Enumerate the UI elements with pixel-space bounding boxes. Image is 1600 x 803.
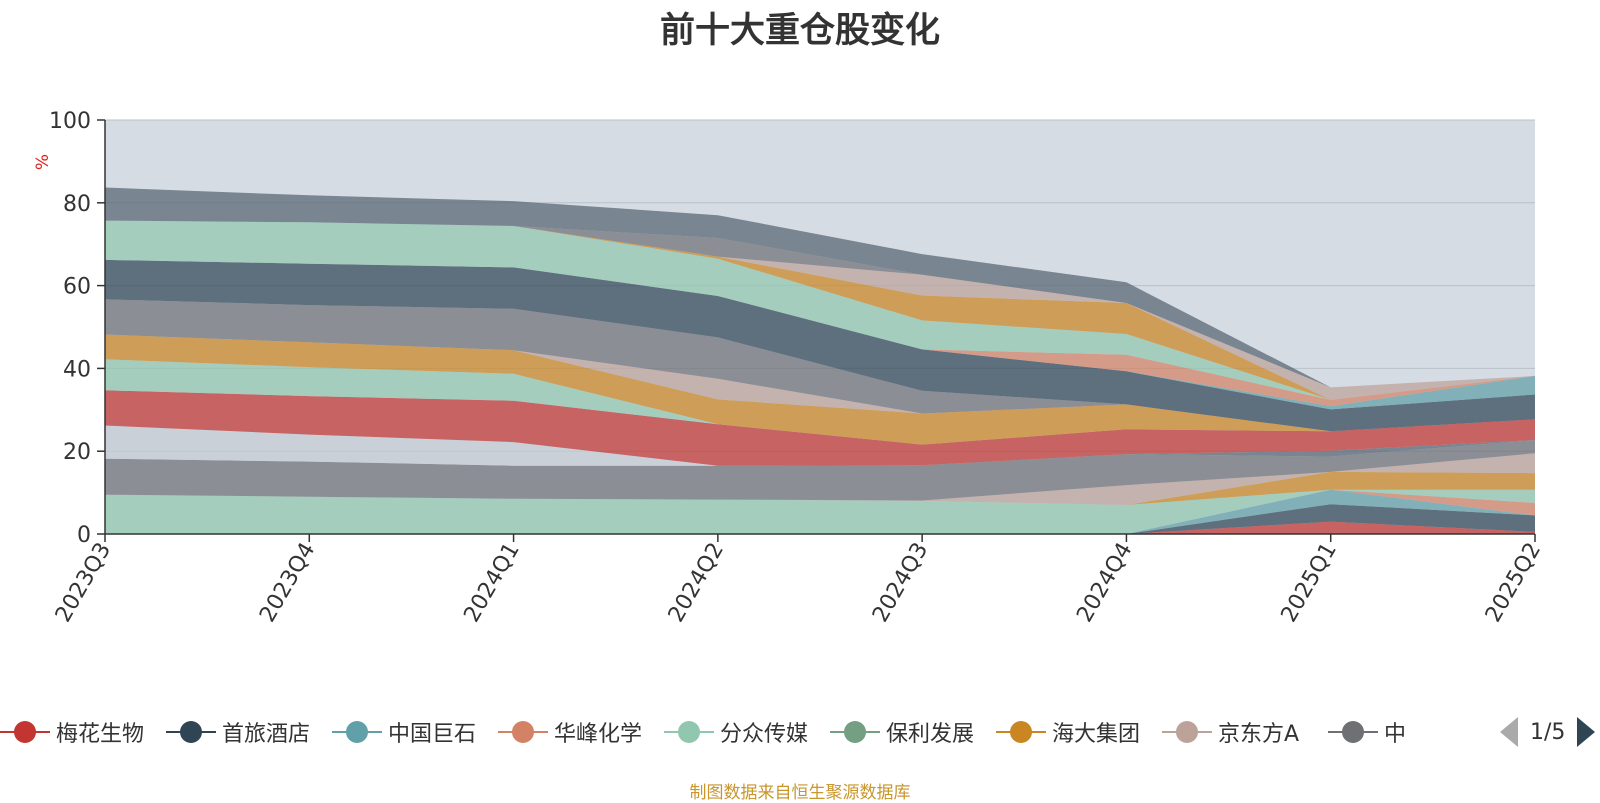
area-series-18 bbox=[105, 259, 1535, 407]
y-tick-label-0: 0 bbox=[77, 523, 91, 548]
area-series-9 bbox=[105, 440, 1535, 466]
x-tick-label-4: 2024Q3 bbox=[868, 539, 933, 627]
legend-item-1[interactable]: 首旅酒店 bbox=[166, 712, 310, 752]
legend-marker-icon bbox=[830, 717, 880, 747]
area-series-10 bbox=[105, 425, 1535, 466]
y-tick-label-4: 80 bbox=[63, 192, 91, 217]
legend-item-2[interactable]: 中国巨石 bbox=[332, 712, 476, 752]
legend-marker-icon bbox=[166, 717, 216, 747]
y-tick-label-2: 40 bbox=[63, 357, 91, 382]
legend-item-7[interactable]: 京东方A bbox=[1162, 712, 1299, 752]
area-series-11 bbox=[105, 390, 1535, 466]
legend-item-6[interactable]: 海大集团 bbox=[996, 712, 1140, 752]
legend-label: 中国巨石 bbox=[388, 722, 477, 747]
legend-item-4[interactable]: 分众传媒 bbox=[664, 712, 808, 752]
x-tick-label-6: 2025Q1 bbox=[1277, 539, 1342, 627]
y-axis-ticks: 0 20 40 60 80 100 bbox=[49, 109, 105, 548]
x-tick-label-1: 2023Q4 bbox=[255, 539, 320, 627]
legend-label: 海大集团 bbox=[1052, 722, 1141, 747]
area-series-1 bbox=[105, 504, 1535, 534]
legend-label: 分众传媒 bbox=[720, 722, 809, 747]
legend-pager: 1/5 bbox=[1500, 712, 1596, 752]
y-tick-label-1: 20 bbox=[63, 440, 91, 465]
area-series-15 bbox=[105, 299, 1535, 432]
legend-label: 华峰化学 bbox=[554, 722, 643, 747]
x-tick-label-2: 2024Q1 bbox=[459, 539, 524, 627]
legend-page-indicator: 1/5 bbox=[1530, 719, 1566, 745]
x-tick-label-0: 2023Q3 bbox=[51, 539, 116, 627]
area-series-19 bbox=[105, 220, 1535, 400]
legend-next-page-icon[interactable] bbox=[1577, 717, 1596, 747]
axes bbox=[104, 120, 1535, 535]
area-series-6 bbox=[105, 471, 1535, 505]
legend-item-5[interactable]: 保利发展 bbox=[830, 712, 974, 752]
legend-label: 梅花生物 bbox=[56, 722, 145, 747]
area-series-12 bbox=[105, 359, 1535, 445]
area-series-16 bbox=[105, 259, 1535, 432]
area-series-8 bbox=[105, 440, 1535, 501]
legend-item-3[interactable]: 华峰化学 bbox=[498, 712, 642, 752]
legend-label: 首旅酒店 bbox=[222, 722, 311, 747]
legend-marker-icon bbox=[498, 717, 548, 747]
legend-marker-icon bbox=[1162, 717, 1212, 747]
legend-label: 京东方A bbox=[1218, 722, 1300, 747]
legend-label: 保利发展 bbox=[886, 722, 975, 747]
x-tick-label-5: 2024Q4 bbox=[1072, 539, 1137, 627]
legend-items-viewport: 梅花生物 首旅酒店 中国巨石 华峰化学 分众传媒 保利发展 海大集团 京东方A 中 bbox=[0, 712, 1480, 752]
legend-marker-icon bbox=[996, 717, 1046, 747]
chart-title: 前十大重仓股变化 bbox=[659, 11, 940, 51]
y-tick-label-5: 100 bbox=[49, 109, 91, 134]
area-series-2 bbox=[105, 489, 1535, 534]
area-series-7 bbox=[105, 453, 1535, 505]
legend-marker-icon bbox=[0, 717, 50, 747]
area-series-13 bbox=[105, 334, 1535, 445]
legend-marker-icon bbox=[664, 717, 714, 747]
x-axis-ticks: 2023Q3 2023Q4 2024Q1 2024Q2 2024Q3 2024Q4 2025… bbox=[51, 534, 1546, 627]
area-series-3 bbox=[105, 489, 1535, 534]
legend: 梅花生物 首旅酒店 中国巨石 华峰化学 分众传媒 保利发展 海大集团 京东方A 中 bbox=[0, 712, 1600, 752]
area-series-4 bbox=[105, 489, 1535, 534]
legend-item-0[interactable]: 梅花生物 bbox=[0, 712, 144, 752]
source-note: 制图数据来自恒生聚源数据库 bbox=[689, 783, 911, 803]
legend-item-8[interactable]: 中 bbox=[1328, 712, 1406, 752]
legend-prev-page-icon[interactable] bbox=[1500, 717, 1518, 747]
y-axis-label: % bbox=[33, 154, 53, 170]
area-series-0 bbox=[105, 521, 1535, 534]
y-tick-label-3: 60 bbox=[63, 275, 91, 300]
legend-marker-icon bbox=[332, 717, 382, 747]
legend-marker-icon bbox=[1328, 717, 1378, 747]
area-series-group bbox=[105, 187, 1535, 534]
legend-label: 中 bbox=[1384, 722, 1407, 747]
x-tick-label-3: 2024Q2 bbox=[664, 539, 729, 627]
area-series-23 bbox=[105, 187, 1535, 388]
x-tick-label-7: 2025Q2 bbox=[1481, 539, 1546, 627]
